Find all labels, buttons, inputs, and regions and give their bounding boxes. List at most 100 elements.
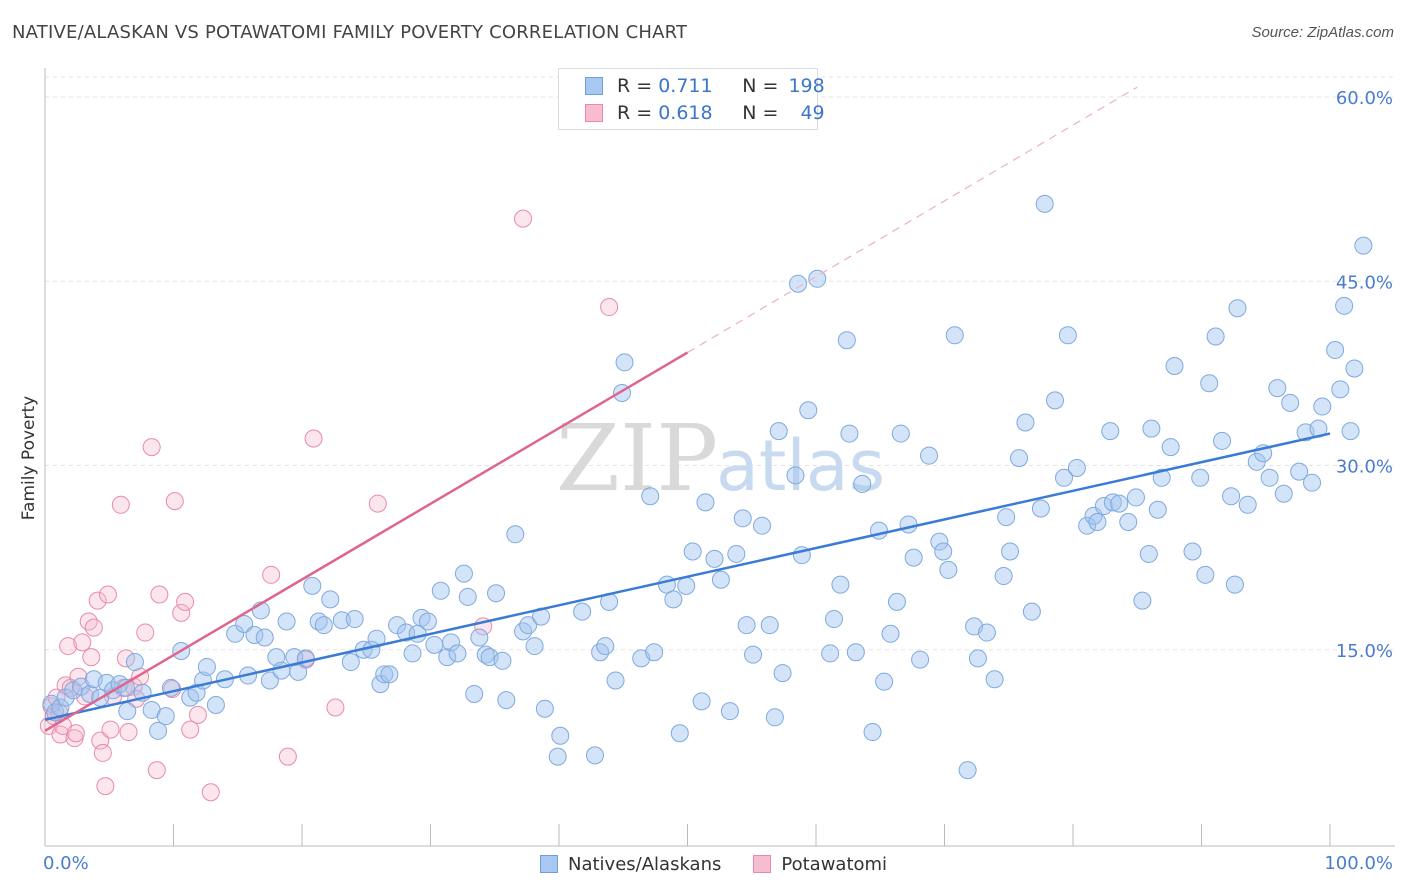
natives-point (1031, 499, 1050, 518)
natives-point (314, 616, 333, 635)
trendlines (44, 86, 1331, 732)
natives-point (1213, 431, 1232, 450)
natives-point (1078, 516, 1097, 535)
natives-point (939, 560, 958, 579)
series-legend: Natives/Alaskans Potawatomi (540, 852, 887, 876)
natives-point (733, 509, 752, 528)
natives-point (296, 649, 315, 668)
natives-point (1148, 500, 1167, 519)
natives-point (548, 747, 567, 766)
natives-point (615, 353, 634, 372)
natives-point (303, 576, 322, 595)
potawatomi-point (262, 565, 281, 584)
natives-point (904, 548, 923, 567)
natives-point (442, 633, 461, 652)
natives-point (551, 726, 570, 745)
natives-point (1183, 542, 1202, 561)
natives-point (692, 692, 711, 711)
natives-point (156, 707, 175, 726)
legend-n-value: 198 (788, 75, 825, 97)
natives-point (56, 688, 75, 707)
natives-point (606, 671, 625, 690)
natives-point (1268, 379, 1287, 398)
natives-point (1161, 438, 1180, 457)
natives-point (1345, 359, 1364, 378)
bottom-legend-label-natives: Natives/Alaskans (568, 853, 722, 875)
potawatomi-point (98, 585, 117, 604)
natives-point (332, 611, 351, 630)
natives-point (1022, 602, 1041, 621)
potawatomi-point (181, 720, 200, 739)
legend-r-value: 0.618 (658, 102, 713, 124)
potawatomi-point (101, 720, 120, 739)
natives-point (945, 326, 964, 345)
x-tick-label: 0.0% (43, 853, 89, 874)
x-tick-label: 100.0% (1324, 853, 1393, 874)
natives-point (309, 612, 328, 631)
legend-swatch-natives (585, 77, 603, 95)
y-axis-label: Family Poverty (19, 396, 39, 520)
natives-point (824, 610, 843, 629)
potawatomi-point (278, 747, 297, 766)
potawatomi-point (73, 633, 92, 652)
natives-point (438, 648, 457, 667)
natives-point (934, 542, 953, 561)
natives-point (125, 653, 144, 672)
bottom-legend-swatch-potawatomi (753, 855, 772, 873)
potawatomi-point (88, 591, 107, 610)
natives-point (1341, 422, 1360, 441)
natives-point (1016, 413, 1035, 432)
natives-point (573, 602, 592, 621)
natives-point (840, 424, 859, 443)
potawatomi-point (66, 724, 85, 743)
potawatomi-point (600, 298, 619, 317)
potawatomi-point (96, 777, 115, 796)
natives-point (1200, 374, 1219, 393)
natives-point (837, 331, 856, 350)
natives-point (245, 626, 264, 645)
tick-labels: 15.0% 30.0% 45.0% 60.0% 0.0% 100.0% (43, 88, 1393, 874)
natives-point (425, 635, 444, 654)
natives-point (808, 269, 827, 288)
bottom-legend-swatch-natives (540, 855, 558, 873)
natives-point (853, 474, 872, 493)
natives-point (727, 544, 746, 563)
potawatomi-point (147, 761, 166, 780)
natives-point (846, 643, 865, 662)
watermark-zip: ZIP (556, 405, 718, 512)
natives-point (1152, 468, 1171, 487)
potawatomi-point (136, 623, 155, 642)
natives-point (1046, 391, 1065, 410)
natives-point (418, 612, 437, 631)
natives-point (1058, 326, 1077, 345)
natives-point (397, 623, 416, 642)
potawatomi-point (514, 209, 533, 228)
y-tick-label: 30.0% (1336, 457, 1393, 478)
natives-point (1191, 468, 1210, 487)
natives-point (881, 624, 900, 643)
natives-point (277, 612, 296, 631)
natives-point (235, 614, 254, 633)
legend-swatch-potawatomi (585, 104, 603, 122)
natives-point (753, 516, 772, 535)
natives-point (487, 584, 506, 603)
potawatomi-point (165, 492, 184, 511)
natives-point (1035, 194, 1054, 213)
potawatomi-point (172, 603, 191, 622)
natives-point (497, 691, 516, 710)
natives-point (677, 576, 696, 595)
potawatomi-point (116, 649, 135, 668)
natives-point (448, 644, 467, 663)
natives-point (821, 644, 840, 663)
potawatomi-point (119, 723, 138, 742)
y-tick-label: 60.0% (1336, 88, 1393, 109)
natives-point (118, 702, 137, 721)
natives-point (375, 665, 394, 684)
natives-point (744, 645, 763, 664)
natives-point (769, 422, 788, 441)
natives-point (1010, 449, 1029, 468)
natives-point (1139, 544, 1158, 563)
natives-point (1331, 380, 1350, 399)
natives-point (705, 549, 724, 568)
natives-point (875, 672, 894, 691)
